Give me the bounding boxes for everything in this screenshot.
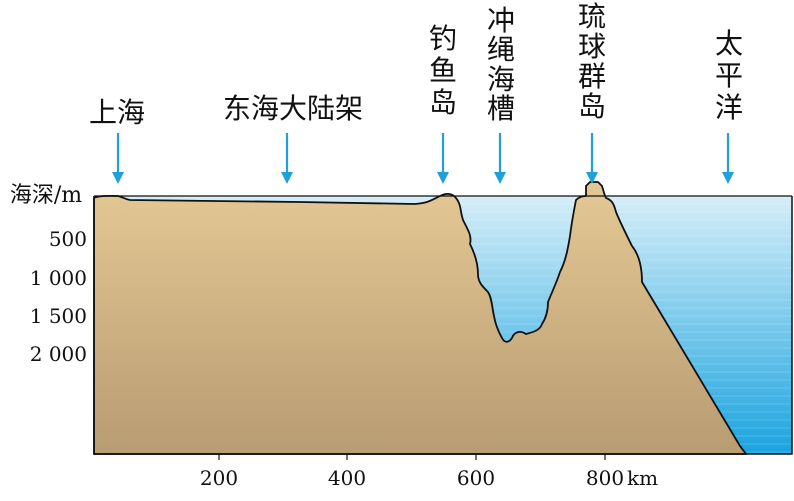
svg-text:冲: 冲 <box>487 4 515 37</box>
label-ryukyu-islands: 琉 球 群 岛 <box>578 0 606 123</box>
arrow-pacific <box>722 133 734 184</box>
label-diaoyu-island: 钓 鱼 岛 <box>429 22 457 119</box>
depth-tick-500: 500 <box>49 227 87 251</box>
distance-tick-800: 800 <box>586 466 624 490</box>
distance-tick-400: 400 <box>328 466 366 490</box>
svg-text:球: 球 <box>578 30 606 63</box>
label-shanghai: 上海 <box>89 96 145 129</box>
label-east-china-sea-shelf: 东海大陆架 <box>223 92 363 125</box>
svg-text:群: 群 <box>578 60 606 93</box>
label-pacific-ocean: 太 平 洋 <box>715 27 743 124</box>
arrow-diaoyu <box>437 133 449 184</box>
arrow-ryukyu <box>586 133 598 184</box>
svg-text:绳: 绳 <box>487 33 515 66</box>
distance-ticks <box>218 454 606 460</box>
svg-text:太: 太 <box>715 27 743 60</box>
svg-text:鱼: 鱼 <box>429 54 457 87</box>
distance-unit: km <box>627 466 658 490</box>
arrow-shanghai <box>112 133 124 184</box>
svg-text:岛: 岛 <box>429 86 457 119</box>
svg-text:琉: 琉 <box>578 0 606 33</box>
svg-text:岛: 岛 <box>578 90 606 123</box>
arrow-shelf <box>281 133 293 184</box>
frame-outline <box>93 196 793 455</box>
location-arrows <box>112 133 734 184</box>
depth-tick-1500: 1 500 <box>30 304 87 328</box>
svg-text:平: 平 <box>715 59 743 92</box>
svg-text:槽: 槽 <box>487 92 515 125</box>
depth-axis-title: 海深/m <box>10 183 82 208</box>
svg-text:海: 海 <box>487 63 515 96</box>
depth-tick-2000: 2 000 <box>30 342 87 366</box>
depth-tick-1000: 1 000 <box>30 266 87 290</box>
svg-text:钓: 钓 <box>429 22 457 55</box>
seafloor-land <box>93 181 747 455</box>
svg-text:洋: 洋 <box>715 91 743 124</box>
distance-tick-200: 200 <box>200 466 238 490</box>
distance-tick-600: 600 <box>457 466 495 490</box>
arrow-trough <box>494 133 506 184</box>
label-okinawa-trough: 冲 绳 海 槽 <box>487 4 515 125</box>
